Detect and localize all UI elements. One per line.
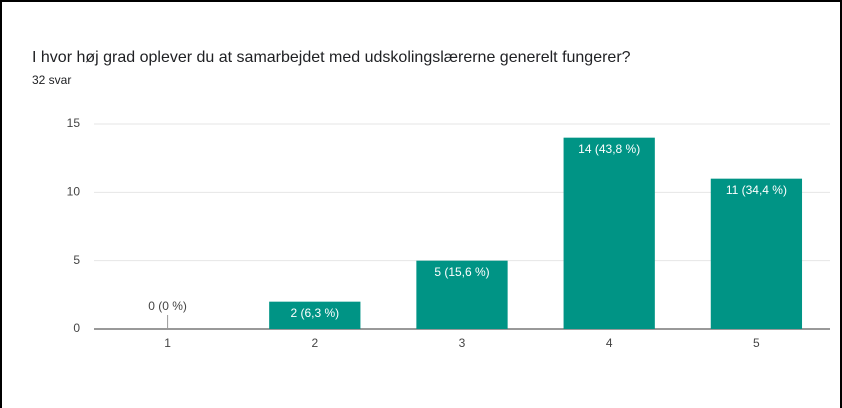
chart-title: I hvor høj grad oplever du at samarbejde… (32, 49, 631, 66)
x-tick-label: 2 (311, 336, 318, 350)
y-tick-label: 10 (67, 185, 81, 199)
y-tick-label: 0 (73, 321, 80, 335)
data-label: 11 (34,4 %) (726, 183, 787, 197)
bar (563, 137, 655, 329)
y-tick-label: 5 (73, 253, 80, 267)
bar (416, 260, 508, 329)
data-label: 2 (6,3 %) (290, 306, 339, 320)
x-tick-label: 1 (164, 336, 171, 350)
x-tick-label: 3 (459, 336, 466, 350)
y-tick-label: 15 (67, 116, 81, 130)
bar (269, 301, 361, 329)
data-label: 5 (15,6 %) (434, 265, 489, 279)
chart-subtitle: 32 svar (32, 73, 71, 87)
data-label: 14 (43,8 %) (578, 142, 640, 156)
x-tick-label: 5 (753, 336, 760, 350)
data-label: 0 (0 %) (148, 299, 187, 313)
bar (710, 178, 803, 329)
x-tick-label: 4 (606, 336, 613, 350)
